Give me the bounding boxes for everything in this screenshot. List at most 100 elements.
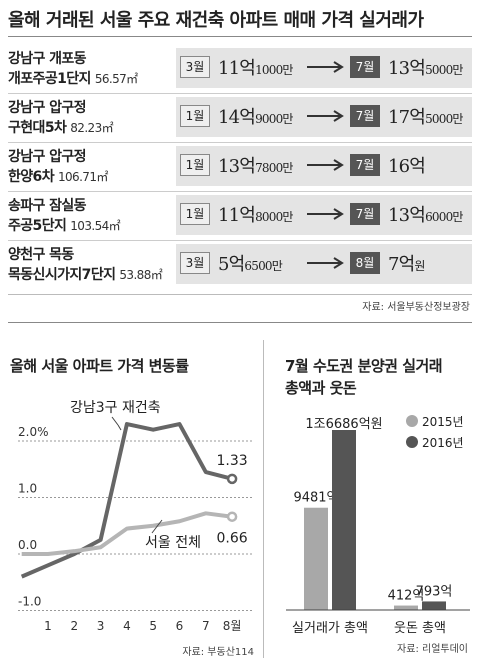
- after-price-main: 16억: [388, 156, 426, 177]
- legend-label: 2015년: [422, 415, 464, 429]
- before-price-sub: 9000만: [255, 112, 293, 126]
- after-month-badge: 7월: [350, 105, 380, 127]
- table-row: 강남구 압구정 한양6차 106.71㎡ 1월 13억7800만 7월 16억: [8, 144, 472, 188]
- district-label: 강남구 압구정: [8, 100, 87, 116]
- after-price: 7억원: [388, 250, 425, 276]
- legend-swatch: [406, 436, 418, 448]
- after-price-main: 13억: [388, 58, 426, 79]
- area-label: 53.88㎡: [119, 268, 163, 282]
- y-tick-label: 1.0: [18, 482, 37, 496]
- legend-label: 2016년: [422, 436, 464, 450]
- bar-value-label: 412억: [388, 589, 425, 604]
- after-price: 17억5000만: [388, 103, 463, 129]
- complex-name: 구현대5차: [8, 120, 67, 136]
- x-tick-label: 5: [149, 619, 157, 633]
- after-price-sub: 원: [414, 259, 425, 273]
- annotation-leader: [117, 424, 122, 431]
- arrow-right-icon: [307, 257, 344, 269]
- x-tick-label: 2: [70, 619, 78, 633]
- bar-value-label: 9481억: [293, 491, 338, 506]
- category-label: 웃돈 총액: [394, 621, 446, 636]
- bar-value-label: 793억: [416, 584, 453, 599]
- area-label: 56.57㎡: [94, 72, 138, 86]
- after-price-sub: 5000만: [425, 112, 463, 126]
- complex-label: 한양6차 106.71㎡: [8, 166, 108, 186]
- arrow-right-icon: [307, 159, 344, 171]
- x-tick-label: 6: [176, 619, 184, 633]
- bar: [304, 507, 328, 610]
- district-label: 강남구 압구정: [8, 149, 87, 165]
- x-tick-label: 7: [202, 619, 210, 633]
- bar: [332, 430, 356, 610]
- title-divider: [8, 36, 472, 37]
- after-price-sub: 6000만: [425, 210, 463, 224]
- bar-chart-source: 자료: 리얼투데이: [397, 643, 468, 655]
- after-price-main: 13억: [388, 205, 426, 226]
- district-label: 강남구 개포동: [8, 51, 87, 67]
- line-chart: 2.0% 1.0 0.0 -1.01 2 3 4 5 6 7 8월 1.33 0.66 강남3구 재건축서…: [18, 400, 254, 658]
- table-bottom-divider: [8, 294, 472, 295]
- after-price-main: 17억: [388, 107, 426, 128]
- after-month-badge: 7월: [350, 56, 380, 78]
- bar-chart-title-line1: 7월 수도권 분양권 실거래: [285, 357, 443, 375]
- annotation-leader: [151, 519, 163, 534]
- after-month-badge: 7월: [350, 203, 380, 225]
- y-tick-label: -1.0: [18, 595, 41, 609]
- complex-label: 개포주공1단지 56.57㎡: [8, 68, 138, 88]
- arrow-right-icon: [307, 110, 344, 122]
- after-month-badge: 8월: [350, 252, 380, 274]
- before-month-badge: 1월: [180, 154, 210, 176]
- after-price: 16억: [388, 152, 426, 178]
- complex-name: 개포주공1단지: [8, 71, 91, 87]
- bar: [422, 601, 446, 610]
- area-label: 106.71㎡: [57, 170, 108, 184]
- y-tick-label: 0.0: [18, 538, 37, 552]
- bar: [394, 605, 418, 610]
- complex-name: 한양6차: [8, 169, 55, 185]
- before-price: 13억7800만: [218, 152, 293, 178]
- before-price-main: 13억: [218, 156, 256, 177]
- before-price: 14억9000만: [218, 103, 293, 129]
- before-price: 5억6500만: [218, 250, 283, 276]
- row-divider: [8, 240, 472, 241]
- row-divider: [8, 191, 472, 192]
- before-price-main: 5억: [218, 254, 245, 275]
- series-line: [20, 422, 233, 579]
- complex-label: 구현대5차 82.23㎡: [8, 117, 114, 137]
- x-tick-label: 3: [97, 619, 105, 633]
- section-divider: [8, 322, 472, 323]
- before-price-sub: 7800만: [255, 161, 293, 175]
- before-price: 11억1000만: [218, 54, 293, 80]
- before-price-main: 11억: [218, 58, 256, 79]
- table-row: 강남구 개포동 개포주공1단지 56.57㎡ 3월 11억1000만 7월 13억5000만: [8, 46, 472, 90]
- x-tick-label: 1: [44, 619, 52, 633]
- complex-name: 주공5단지: [8, 218, 67, 234]
- before-month-badge: 1월: [180, 203, 210, 225]
- line-chart-title: 올해 서울 아파트 가격 변동률: [10, 357, 189, 375]
- before-price-sub: 8000만: [255, 210, 293, 224]
- complex-label: 주공5단지 103.54㎡: [8, 215, 121, 235]
- series-end-label: 0.66: [217, 531, 248, 547]
- series-name-label: 서울 전체: [145, 535, 201, 551]
- before-price-main: 11억: [218, 205, 256, 226]
- table-title: 올해 거래된 서울 주요 재건축 아파트 매매 가격 실거래가: [8, 10, 424, 31]
- district-label: 송파구 잠실동: [8, 198, 87, 214]
- area-label: 103.54㎡: [70, 219, 121, 233]
- table-row: 강남구 압구정 구현대5차 82.23㎡ 1월 14억9000만 7월 17억5000만: [8, 95, 472, 139]
- before-price-main: 14억: [218, 107, 256, 128]
- row-divider: [8, 142, 472, 143]
- arrow-right-icon: [307, 208, 344, 220]
- x-tick-label: 8월: [223, 619, 242, 633]
- complex-label: 목동신시가지7단지 53.88㎡: [8, 264, 163, 284]
- after-price: 13억6000만: [388, 201, 463, 227]
- before-price: 11억8000만: [218, 201, 293, 227]
- series-line: [21, 511, 233, 556]
- bar-chart-title-line2: 총액과 웃돈: [285, 379, 357, 397]
- series-end-point: [226, 511, 238, 522]
- bar-value-label: 1조6686억원: [305, 417, 382, 432]
- after-price: 13억5000만: [388, 54, 463, 80]
- complex-name: 목동신시가지7단지: [8, 267, 116, 283]
- x-tick-label: 4: [123, 619, 131, 633]
- before-month-badge: 1월: [180, 105, 210, 127]
